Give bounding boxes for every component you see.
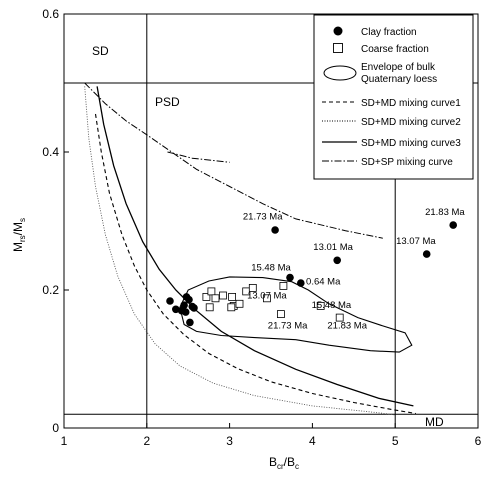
loess-envelope — [179, 276, 413, 353]
x-tick-label: 3 — [226, 434, 233, 448]
x-axis-label-mid: /B — [284, 455, 295, 469]
clay-fraction-point — [449, 221, 458, 229]
age-label: 21.73 Ma — [268, 321, 308, 332]
data-points — [166, 221, 458, 327]
clay-fraction-point — [186, 318, 194, 327]
age-label: 13.07 Ma — [396, 236, 436, 247]
legend-curve2-label: SD+MD mixing curve2 — [361, 117, 461, 128]
y-tick-label: 0 — [52, 421, 59, 435]
y-tick-label: 0.6 — [42, 7, 59, 21]
x-axis-label-sub1: cr — [277, 462, 284, 471]
x-tick-label: 4 — [309, 434, 316, 448]
age-label: 0.64 Ma — [306, 277, 341, 288]
coarse-fraction-point — [335, 313, 344, 322]
clay-fraction-point — [166, 297, 174, 305]
coarse-fraction-point — [316, 301, 325, 310]
clay-fraction-point — [297, 279, 305, 287]
clay-fraction-point — [180, 301, 188, 310]
sd-sp-curve-branch — [167, 151, 230, 163]
x-tick-label: 5 — [392, 434, 399, 448]
x-axis-label: Bcr/Bc — [269, 455, 299, 471]
legend-clay-marker — [333, 26, 343, 36]
clay-fraction-point — [181, 308, 190, 316]
y-tick-label: 0.2 — [42, 283, 59, 297]
clay-fraction-point — [333, 256, 342, 265]
coarse-fraction-point — [262, 294, 271, 303]
legend-envelope-label: Envelope of bulk Quaternary loess — [361, 62, 438, 85]
coarse-fraction-point — [227, 303, 236, 312]
age-label: 15.48 Ma — [251, 263, 291, 274]
legend-curve1-label: SD+MD mixing curve1 — [361, 98, 461, 109]
legend-sdsp-label: SD+SP mixing curve — [361, 157, 453, 168]
legend-clay-label: Clay fraction — [361, 27, 417, 38]
clay-fraction-point — [185, 295, 193, 304]
coarse-fraction-point — [248, 283, 257, 292]
region-label-sd: SD — [92, 44, 109, 58]
legend: Clay fraction Coarse fraction Envelope o… — [313, 14, 474, 180]
x-tick-label: 6 — [475, 434, 482, 448]
age-label: 13.01 Ma — [313, 242, 353, 253]
legend-envelope-label-line2: Quaternary loess — [361, 74, 437, 85]
sd-md-curve1 — [94, 113, 416, 415]
legend-box — [313, 14, 474, 180]
y-axis-label-mid: /M — [11, 222, 25, 235]
legend-envelope-marker — [323, 65, 357, 81]
clay-fraction-point — [172, 305, 180, 314]
age-label: 15.48 Ma — [312, 300, 352, 311]
x-axis-label-b: B — [269, 455, 277, 469]
coarse-fraction-point — [219, 291, 227, 300]
age-label: 21.83 Ma — [327, 321, 367, 332]
x-tick-label: 2 — [143, 434, 150, 448]
sd-sp-curve — [84, 82, 383, 239]
coarse-fraction-point — [235, 299, 244, 308]
region-label-psd: PSD — [155, 95, 180, 109]
y-axis-label-m: M — [11, 242, 25, 252]
coarse-fraction-point — [276, 310, 285, 319]
legend-coarse-marker — [333, 43, 343, 53]
coarse-fraction-point — [279, 281, 288, 290]
legend-envelope-label-line1: Envelope of bulk — [361, 62, 436, 73]
clay-fraction-point — [190, 304, 198, 312]
coarse-fraction-point — [211, 294, 220, 303]
y-tick-label: 0.4 — [42, 145, 59, 159]
coarse-fraction-point — [207, 287, 216, 296]
age-label: 21.83 Ma — [425, 207, 465, 218]
age-label: 13.07 Ma — [247, 290, 287, 301]
y-axis-label-sub2: s — [18, 218, 27, 222]
y-axis-label-sub1: rs — [18, 235, 27, 242]
y-axis-label: Mrs/Ms — [11, 218, 27, 252]
age-annotations: 21.73 Ma 15.48 Ma 0.64 Ma 13.01 Ma 13.07 Ma 2… — [243, 207, 466, 332]
legend-coarse-label: Coarse fraction — [361, 44, 429, 55]
coarse-fraction-point — [202, 292, 211, 301]
age-label: 21.73 Ma — [243, 212, 283, 223]
x-axis-label-sub2: c — [295, 462, 299, 471]
region-label-md: MD — [425, 415, 444, 429]
x-tick-label: 1 — [61, 434, 68, 448]
coarse-fraction-point — [228, 292, 237, 301]
clay-fraction-point — [271, 226, 279, 234]
clay-fraction-point — [286, 273, 294, 282]
plot-frame — [63, 13, 479, 429]
legend-curve3-label: SD+MD mixing curve3 — [361, 138, 461, 149]
clay-fraction-point — [422, 250, 431, 258]
coarse-fraction-point — [205, 303, 214, 312]
axes: 1 2 3 4 5 6 0 0.2 0.4 0.6 — [42, 7, 481, 448]
sd-md-curve2 — [84, 86, 396, 416]
